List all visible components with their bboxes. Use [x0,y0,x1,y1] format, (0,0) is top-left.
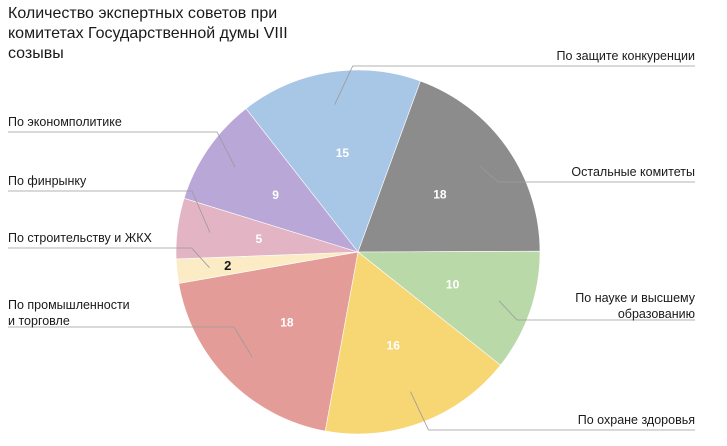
pie-slice [324,251,501,435]
chart-title-line-3: созывы [8,45,64,62]
slice-category-label: По экономполитике [8,115,122,129]
slice-value-labels: 15 18 10 16 18 2 5 9 [224,146,460,353]
slice-value-label: 16 [387,339,401,353]
slice-value-label: 5 [255,232,262,246]
slice-category-label: По науке и высшему образованию [575,291,695,321]
callout-line [334,65,695,105]
slice-value-label: 9 [272,188,279,202]
pie-slice [183,108,359,253]
slice-category-label: По строительству и ЖКХ [8,231,153,245]
slice-category-label: Остальные комитеты [571,165,695,179]
slice-category-label: По защите конкуренции [557,49,696,63]
chart-title-line-1: Количество экспертных советов при [8,5,278,22]
pie-slice [357,80,541,253]
callout-line [8,326,253,358]
chart-title: Количество экспертных советов при комите… [8,4,368,64]
callout-line [8,247,210,269]
pie-slice [357,250,541,366]
callout-line [8,190,211,233]
callout-line [498,300,695,321]
slice-category-label: По финрынку [8,174,87,188]
pie-slices [175,69,541,435]
slice-value-label: 2 [224,258,231,273]
pie-slice [178,251,359,432]
slice-callouts: По защите конкуренции Остальные комитеты П… [8,49,696,431]
slice-value-label: 18 [433,187,447,201]
callout-line [8,131,236,168]
chart-title-line-2: комитетах Государственной думы VIII [8,25,288,42]
slice-value-label: 10 [446,278,460,292]
slice-value-label: 15 [336,146,350,160]
callout-line [479,165,695,183]
slice-category-label: По промышленности и торговле [8,298,130,328]
pie-slice [245,69,421,253]
slice-category-label: По охране здоровья [578,413,695,427]
slice-value-label: 18 [280,316,294,330]
callout-line [410,391,695,431]
